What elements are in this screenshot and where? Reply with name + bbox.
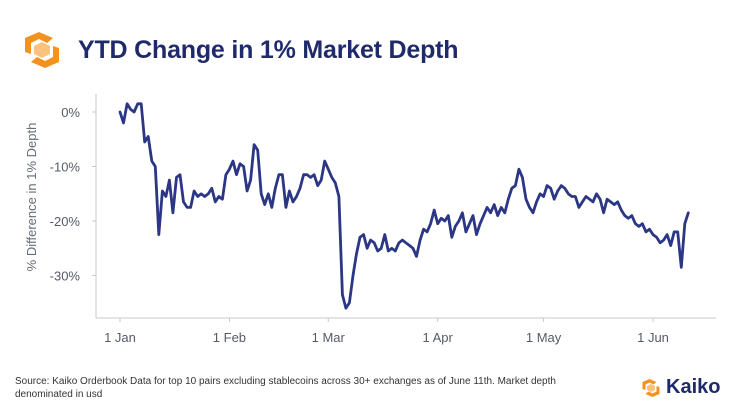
y-axis-label: % Difference in 1% Depth bbox=[24, 123, 39, 272]
y-axis-ticks: 0% -10% -20% -30% bbox=[50, 105, 96, 284]
series-line bbox=[118, 102, 690, 310]
chart-header: YTD Change in 1% Market Depth bbox=[22, 30, 459, 70]
chart-title: YTD Change in 1% Market Depth bbox=[78, 35, 459, 64]
y-tick-label: 0% bbox=[61, 105, 80, 120]
footer-brand: Kaiko bbox=[641, 376, 720, 399]
x-tick-label: 1 Apr bbox=[423, 330, 454, 345]
x-tick-label: 1 Jan bbox=[104, 330, 136, 345]
y-tick-label: -30% bbox=[50, 269, 81, 284]
brand-name: Kaiko bbox=[666, 376, 721, 398]
chart-series bbox=[118, 102, 690, 310]
source-note: Source: Kaiko Orderbook Data for top 10 … bbox=[15, 376, 556, 400]
y-tick-label: -10% bbox=[50, 160, 81, 175]
x-tick-label: 1 Jun bbox=[637, 330, 669, 345]
x-axis-ticks: 1 Jan 1 Feb 1 Mar 1 Apr 1 May 1 Jun bbox=[104, 318, 669, 345]
x-tick-label: 1 Mar bbox=[312, 330, 346, 345]
x-tick-label: 1 Feb bbox=[213, 330, 246, 345]
chart-axes bbox=[95, 94, 716, 319]
kaiko-logo-icon bbox=[25, 32, 59, 68]
x-tick-label: 1 May bbox=[526, 330, 562, 345]
kaiko-brand-icon bbox=[642, 378, 660, 397]
y-tick-label: -20% bbox=[50, 214, 81, 229]
